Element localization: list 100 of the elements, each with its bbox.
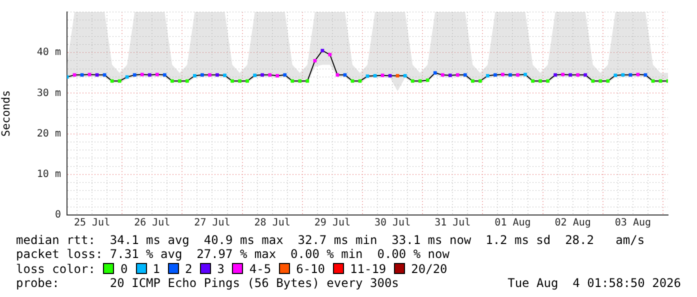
point xyxy=(644,73,648,77)
point xyxy=(298,79,302,83)
x-tick-label: 29 Jul xyxy=(314,218,351,229)
text: packet loss: 7.31 % avg 27.97 % max 0.00 % min 0.00 % now xyxy=(16,247,450,262)
legend-label: 2 xyxy=(184,262,192,276)
point xyxy=(132,73,136,77)
point xyxy=(614,74,618,78)
point xyxy=(118,79,122,83)
x-tick-label: 03 Aug xyxy=(614,218,652,229)
x-tick-label: 31 Jul xyxy=(434,218,471,229)
point xyxy=(162,73,166,77)
point xyxy=(148,73,152,77)
point xyxy=(193,74,196,78)
point xyxy=(200,73,204,77)
point xyxy=(328,52,332,56)
y-tick-label: 0 xyxy=(54,210,61,221)
x-tick-label: 28 Jul xyxy=(254,218,290,229)
point xyxy=(260,73,264,77)
point xyxy=(170,79,174,83)
text: probe: 20 ICMP Echo Pings (56 Bytes) every 300s xyxy=(16,276,399,290)
point xyxy=(140,72,144,76)
point xyxy=(584,73,588,77)
x-tick-label: 27 Jul xyxy=(194,218,230,229)
point xyxy=(80,73,84,77)
point xyxy=(478,79,482,83)
point xyxy=(516,73,520,77)
point xyxy=(628,73,632,77)
legend-label: 0 xyxy=(120,262,128,276)
legend-label: 4-5 xyxy=(249,262,272,276)
point xyxy=(313,59,317,62)
y-tick-label: 30 m xyxy=(36,88,61,99)
point xyxy=(486,74,490,78)
point xyxy=(396,74,400,78)
x-tick-label: 01 Aug xyxy=(494,218,531,229)
point xyxy=(223,74,226,78)
point xyxy=(283,73,287,77)
point xyxy=(186,79,189,83)
legend-label: 20/20 xyxy=(411,262,448,276)
point xyxy=(110,79,114,83)
legend-title: loss color: xyxy=(16,262,96,276)
x-tick-label: 26 Jul xyxy=(134,218,170,229)
point xyxy=(568,73,572,77)
point xyxy=(426,78,430,82)
y-tick-label: 40 m xyxy=(36,47,61,58)
point xyxy=(290,79,294,83)
y-tick-label: 10 m xyxy=(36,168,61,180)
point xyxy=(410,79,414,83)
point xyxy=(494,73,497,77)
point xyxy=(524,72,527,76)
point xyxy=(102,73,106,77)
point xyxy=(463,73,467,77)
point xyxy=(95,73,99,77)
text: Tue Aug 4 01:58:50 2026 xyxy=(508,276,681,290)
point xyxy=(433,71,437,75)
x-tick-label: 25 Jul xyxy=(74,218,110,229)
point xyxy=(538,79,542,83)
point xyxy=(561,72,565,76)
point xyxy=(418,79,422,83)
point xyxy=(178,79,182,83)
point xyxy=(380,74,384,78)
point xyxy=(373,74,377,78)
point xyxy=(501,72,504,76)
point xyxy=(208,73,212,77)
point xyxy=(591,79,595,83)
point xyxy=(576,73,580,77)
point xyxy=(336,73,340,77)
y-axis-title: Seconds xyxy=(0,90,12,137)
point xyxy=(320,48,324,52)
point xyxy=(403,74,407,78)
point xyxy=(598,79,602,83)
point xyxy=(155,72,159,76)
point xyxy=(508,73,512,77)
legend-label: 11-19 xyxy=(350,262,386,276)
point xyxy=(546,79,550,83)
point xyxy=(456,73,460,77)
x-tick-label: 30 Jul xyxy=(374,218,411,229)
point xyxy=(72,73,76,77)
point xyxy=(246,79,249,83)
legend-label: 3 xyxy=(217,262,224,276)
point xyxy=(531,79,534,83)
y-tick-label: 20 m xyxy=(36,128,61,140)
point xyxy=(606,79,610,83)
point xyxy=(470,79,474,83)
point xyxy=(440,73,444,77)
point xyxy=(238,79,242,83)
point xyxy=(621,73,625,77)
point xyxy=(448,74,452,78)
point xyxy=(554,73,558,77)
legend-label: 6-10 xyxy=(296,262,326,276)
point xyxy=(276,74,280,78)
point xyxy=(230,79,234,83)
point xyxy=(306,79,310,83)
point xyxy=(388,74,392,78)
x-tick-label: 02 Aug xyxy=(554,218,591,229)
point xyxy=(125,75,129,79)
point xyxy=(253,74,257,78)
legend-label: 1 xyxy=(152,262,160,276)
text: median rtt: 34.1 ms avg 40.9 ms max 32.7 ms min 33.1 ms now 1.2 ms sd 28.2 am/s xyxy=(16,233,646,248)
point xyxy=(343,73,347,77)
point xyxy=(268,73,272,77)
